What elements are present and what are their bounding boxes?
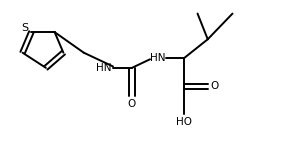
Text: O: O <box>210 81 218 92</box>
Text: HO: HO <box>176 117 193 127</box>
Text: O: O <box>128 99 136 110</box>
Text: S: S <box>21 23 28 33</box>
Text: HN: HN <box>96 63 112 73</box>
Text: HN: HN <box>150 53 166 63</box>
